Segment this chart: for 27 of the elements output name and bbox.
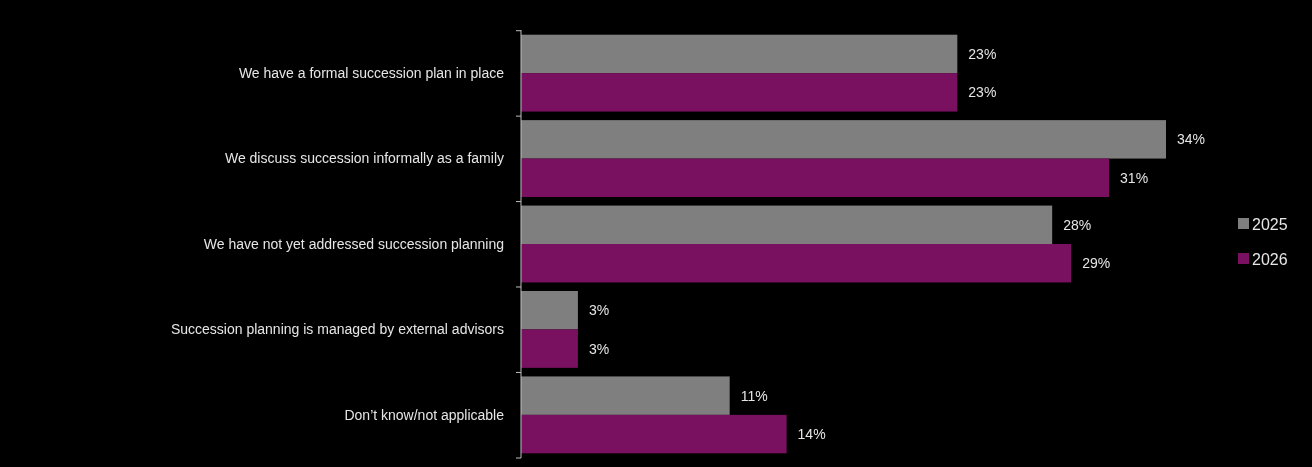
data-label: 23% [968,45,997,62]
y-tick-label: Succession planning is managed by external advisors [170,321,504,338]
data-label: 28% [1063,216,1092,233]
data-label: 34% [1177,131,1206,148]
legend-label: 2025 [1252,215,1288,233]
data-label: 11% [740,387,768,404]
bar [521,329,578,368]
bar [521,205,1053,244]
data-label: 29% [1082,255,1111,272]
bar [521,34,958,74]
y-tick-label: We have a formal succession plan in place [238,65,505,82]
y-tick-label: Don’t know/not applicable [344,406,505,423]
bar [521,158,1110,197]
data-label: 31% [1120,169,1149,186]
bar [521,291,578,330]
bar [521,414,787,454]
data-label: 3% [588,302,610,319]
y-tick-label: We have not yet addressed succession planning [203,235,504,252]
legend-label: 2026 [1252,250,1288,268]
data-label: 23% [968,84,997,101]
data-label: 14% [797,425,826,442]
bar [521,244,1072,283]
bar [521,120,1166,159]
y-tick-label: We discuss succession informally as a family [224,150,504,167]
bar [521,376,730,415]
bar [521,73,958,112]
data-label: 3% [588,340,610,357]
